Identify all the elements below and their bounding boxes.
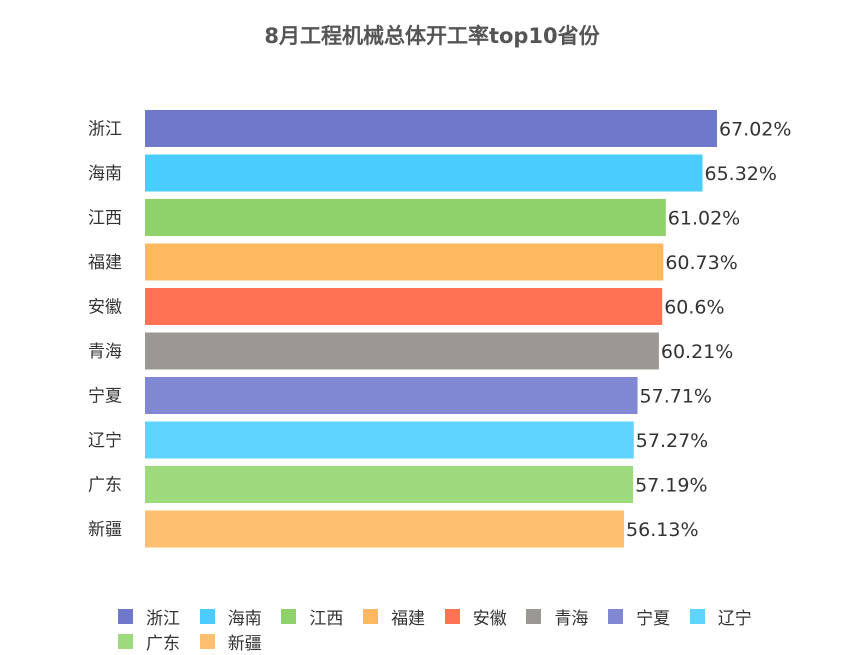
- bar-chart: 浙江 67.02% 海南 65.32% 江西 61.02% 福建 60.73% 安徽 60.6% 青…: [88, 110, 791, 548]
- category-label: 辽宁: [88, 431, 122, 451]
- legend-label: 福建: [391, 609, 426, 629]
- category-label: 福建: [88, 253, 122, 273]
- legend-swatch: [118, 609, 133, 624]
- legend-label: 宁夏: [636, 609, 671, 629]
- category-label: 浙江: [88, 120, 122, 140]
- legend-label: 安徽: [472, 609, 507, 629]
- legend-item[interactable]: 广东: [118, 629, 200, 654]
- category-label: 安徽: [88, 298, 122, 318]
- data-label: 60.6%: [664, 297, 724, 319]
- data-label: 57.71%: [640, 386, 712, 408]
- category-label: 新疆: [88, 520, 122, 540]
- legend-item[interactable]: 海南: [199, 604, 282, 629]
- chart-title: 8月工程机械总体开工率top10省份: [264, 24, 600, 48]
- legend-item[interactable]: 新疆: [199, 629, 282, 654]
- category-label: 宁夏: [88, 387, 122, 407]
- legend-label: 青海: [554, 609, 589, 629]
- legend-label: 新疆: [227, 634, 262, 654]
- bar-辽宁: [145, 421, 634, 459]
- legend-swatch: [118, 634, 133, 649]
- bar-青海: [145, 332, 659, 370]
- data-label: 56.13%: [626, 519, 698, 541]
- bar-浙江: [145, 110, 717, 147]
- bar-海南: [145, 154, 703, 192]
- data-label: 57.27%: [636, 430, 708, 452]
- legend: 浙江 海南 江西 福建 安徽 青海 宁夏 辽宁广东 新疆: [118, 604, 838, 654]
- legend-swatch: [281, 609, 297, 624]
- legend-swatch: [363, 609, 379, 624]
- legend-swatch: [608, 609, 624, 624]
- category-label: 青海: [88, 342, 122, 362]
- data-label: 65.32%: [704, 163, 776, 185]
- legend-swatch: [199, 634, 215, 649]
- data-label: 67.02%: [719, 119, 791, 141]
- legend-swatch: [199, 609, 215, 624]
- bar-广东: [145, 466, 634, 503]
- legend-label: 江西: [309, 609, 344, 629]
- legend-label: 辽宁: [717, 609, 752, 629]
- legend-swatch: [526, 609, 542, 624]
- legend-swatch: [444, 609, 460, 624]
- legend-item[interactable]: 安徽: [444, 604, 527, 629]
- category-label: 江西: [88, 209, 122, 229]
- bar-江西: [145, 199, 666, 236]
- bar-安徽: [145, 288, 663, 325]
- data-label: 60.21%: [661, 341, 733, 363]
- data-label: 60.73%: [665, 252, 737, 274]
- legend-swatch: [689, 609, 705, 624]
- legend-item[interactable]: 辽宁: [689, 604, 772, 629]
- category-label: 海南: [88, 164, 122, 184]
- bar-宁夏: [145, 377, 638, 414]
- data-label: 61.02%: [668, 208, 740, 230]
- legend-label: 海南: [227, 609, 262, 629]
- legend-label: 浙江: [146, 609, 180, 629]
- legend-label: 广东: [146, 634, 180, 654]
- legend-item[interactable]: 江西: [281, 604, 363, 629]
- legend-item[interactable]: 宁夏: [608, 604, 690, 629]
- bar-新疆: [145, 510, 625, 548]
- legend-item[interactable]: 福建: [363, 604, 445, 629]
- category-label: 广东: [88, 476, 122, 496]
- legend-item[interactable]: 青海: [526, 604, 608, 629]
- data-label: 57.19%: [635, 475, 707, 497]
- bar-福建: [145, 243, 664, 281]
- legend-item[interactable]: 浙江: [118, 604, 200, 629]
